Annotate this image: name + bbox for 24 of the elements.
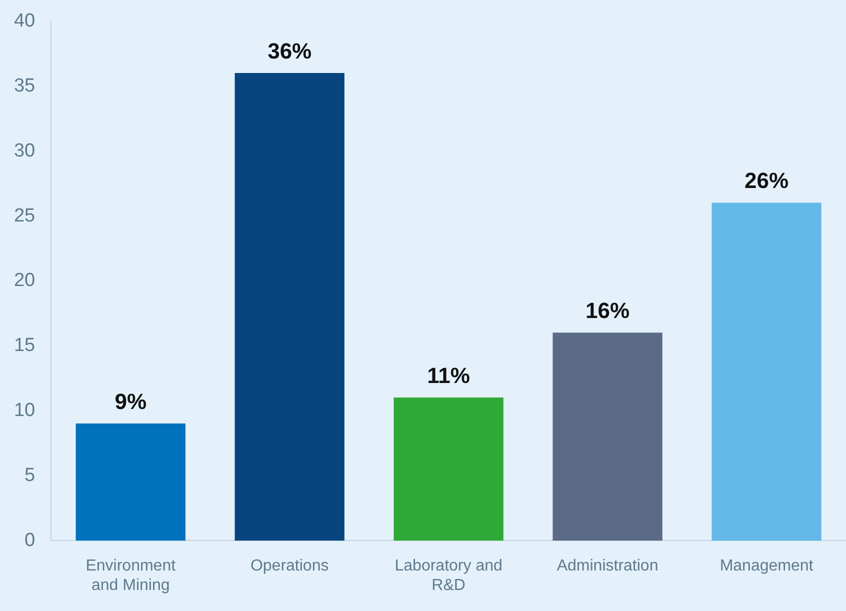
data-label: 36% [268,38,312,64]
bar [234,72,344,541]
data-label: 9% [114,388,147,414]
x-tick-label: Operations [250,558,329,575]
y-tick-label: 20 [14,270,36,292]
data-label: 26% [744,168,789,194]
data-label: 16% [586,298,630,323]
data-label: 11% [427,362,470,388]
y-tick-label: 35 [14,76,36,97]
bar [712,202,822,541]
bar [394,397,504,541]
y-tick-label: 40 [14,10,36,32]
x-tick-label: Administration [556,558,658,575]
bar [552,332,662,541]
y-tick-label: 30 [14,140,36,162]
x-tick-label: Environment and Mining [86,558,176,594]
x-tick-label: Management [720,558,814,575]
y-tick-label: 0 [24,530,36,551]
y-tick-label: 10 [14,400,36,422]
y-tick-label: 15 [14,335,36,356]
y-tick-label: 25 [14,205,36,226]
y-tick-label: 5 [24,464,36,486]
x-tick-label: Laboratory and R&D [394,558,502,594]
bar [76,423,186,541]
